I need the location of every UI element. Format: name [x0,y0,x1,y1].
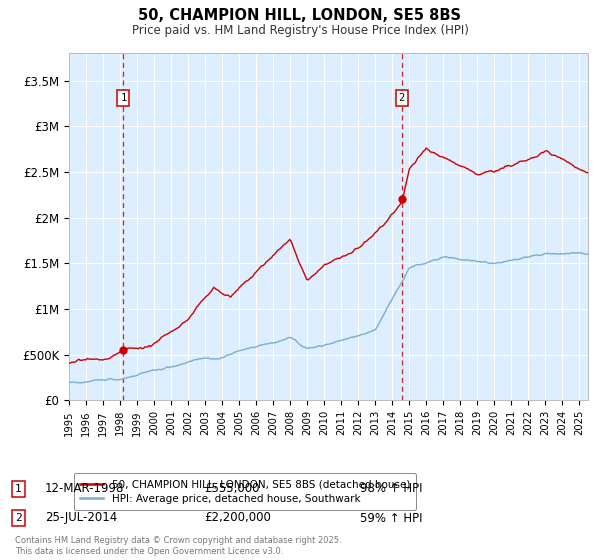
Text: Contains HM Land Registry data © Crown copyright and database right 2025.
This d: Contains HM Land Registry data © Crown c… [15,536,341,556]
Text: £2,200,000: £2,200,000 [204,511,271,525]
Text: 98% ↑ HPI: 98% ↑ HPI [360,482,422,496]
Text: 12-MAR-1998: 12-MAR-1998 [45,482,124,496]
Text: £555,000: £555,000 [204,482,260,496]
Text: 25-JUL-2014: 25-JUL-2014 [45,511,117,525]
Text: 2: 2 [15,513,22,523]
Text: 50, CHAMPION HILL, LONDON, SE5 8BS: 50, CHAMPION HILL, LONDON, SE5 8BS [139,8,461,24]
Text: 59% ↑ HPI: 59% ↑ HPI [360,511,422,525]
Text: 1: 1 [15,484,22,494]
Text: 2: 2 [398,94,405,104]
Text: Price paid vs. HM Land Registry's House Price Index (HPI): Price paid vs. HM Land Registry's House … [131,24,469,36]
Text: 1: 1 [121,94,127,104]
Legend: 50, CHAMPION HILL, LONDON, SE5 8BS (detached house), HPI: Average price, detache: 50, CHAMPION HILL, LONDON, SE5 8BS (deta… [74,473,416,510]
